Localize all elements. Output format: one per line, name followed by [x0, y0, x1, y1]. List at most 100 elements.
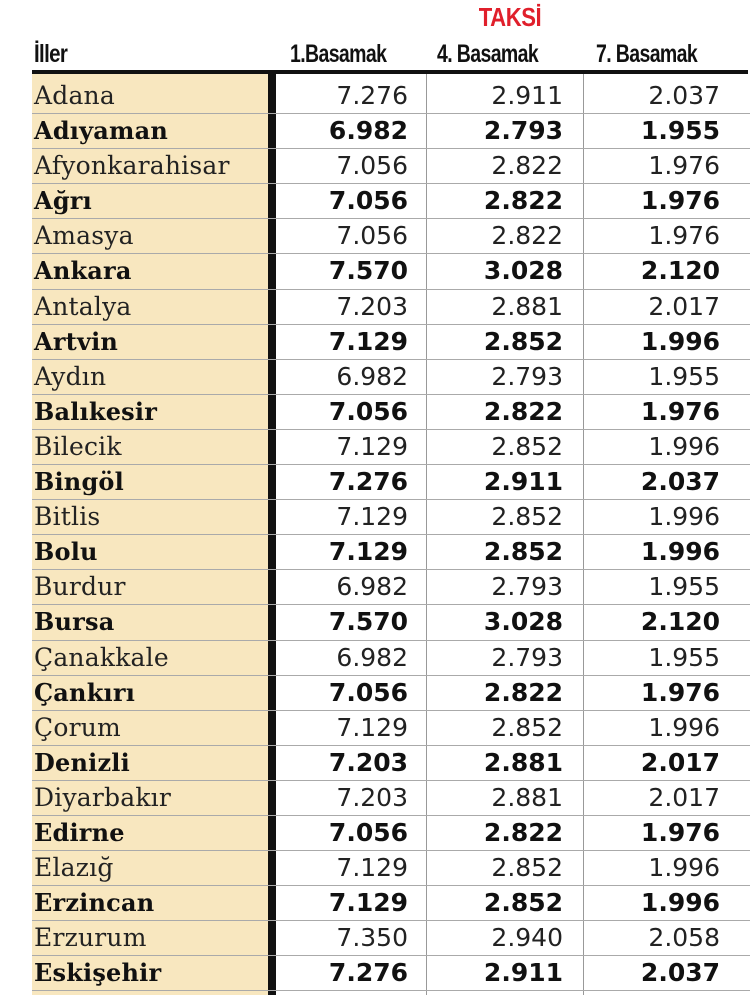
step-7-fare-cell: 1.996 — [648, 502, 720, 532]
step-1-fare-cell: 7.056 — [336, 151, 408, 181]
step-7-fare-cell: 2.037 — [640, 958, 720, 988]
step-1-fare-cell: 7.276 — [336, 81, 408, 110]
city-cell: Eskişehir — [34, 958, 162, 988]
step-7-fare-cell: 1.955 — [640, 116, 720, 146]
table-row: Bolu 7.129 2.852 1.996 — [32, 535, 750, 571]
table-row: Çankırı 7.056 2.822 1.976 — [32, 676, 750, 711]
step-7-fare-cell: 2.058 — [648, 923, 720, 953]
city-cell: Çankırı — [34, 677, 136, 707]
city-cell: Antalya — [34, 291, 132, 321]
table-row: Erzincan 7.129 2.852 1.996 — [32, 886, 750, 922]
step-1-fare-cell: 7.129 — [336, 502, 408, 532]
table-row: Edirne 7.056 2.822 1.976 — [32, 816, 750, 852]
step-7-fare-cell: 2.120 — [640, 256, 720, 286]
city-cell: Çorum — [34, 712, 121, 742]
table-row: Erzurum 7.350 2.940 2.058 — [32, 921, 750, 957]
table-row: Diyarbakır 7.203 2.881 2.017 — [32, 781, 750, 816]
step-7-fare-cell: 1.955 — [648, 572, 720, 602]
city-cell: Balıkesir — [34, 396, 158, 426]
city-cell: Erzurum — [34, 923, 147, 953]
table-row: Adana 7.276 2.911 2.037 — [32, 79, 750, 115]
city-cell: Bursa — [34, 607, 115, 637]
table-row: Bitlis 7.129 2.852 1.996 — [32, 500, 750, 536]
step-7-fare-cell: 1.976 — [648, 221, 720, 251]
step-7-fare-cell: 1.976 — [640, 186, 720, 216]
table-row: Burdur 6.982 2.793 1.955 — [32, 570, 750, 606]
step-4-fare-cell: 3.028 — [483, 607, 563, 637]
table-row: Elazığ 7.129 2.852 1.996 — [32, 851, 750, 887]
step-4-fare-cell: 2.822 — [491, 151, 563, 181]
step-7-fare-cell: 1.996 — [648, 431, 720, 461]
step-4-fare-cell: 2.881 — [491, 291, 563, 321]
step-4-fare-cell: 2.911 — [483, 958, 563, 988]
city-cell: Burdur — [34, 572, 126, 602]
step-4-fare-cell: 2.852 — [483, 888, 563, 918]
city-cell: Erzincan — [34, 888, 155, 918]
table-row: Antalya 7.203 2.881 2.017 — [32, 290, 750, 325]
step-7-fare-cell: 1.996 — [640, 888, 720, 918]
header-step-1: 1.Basamak — [290, 40, 387, 68]
step-4-fare-cell: 2.822 — [483, 677, 563, 707]
step-1-fare-cell: 7.203 — [328, 747, 408, 777]
step-1-fare-cell: 7.129 — [328, 326, 408, 356]
step-4-fare-cell: 2.852 — [491, 431, 563, 461]
step-1-fare-cell: 7.129 — [336, 431, 408, 461]
table-row: Amasya 7.056 2.822 1.976 — [32, 219, 750, 255]
step-7-fare-cell: 1.976 — [640, 677, 720, 707]
city-cell: Diyarbakır — [34, 782, 172, 812]
city-cell: Çanakkale — [34, 642, 169, 672]
step-4-fare-cell: 2.793 — [491, 642, 563, 672]
city-cell: Aydın — [34, 361, 107, 391]
step-7-fare-cell: 1.976 — [648, 151, 720, 181]
step-4-fare-cell: 2.911 — [483, 467, 563, 497]
step-1-fare-cell: 7.276 — [328, 467, 408, 497]
step-1-fare-cell: 7.129 — [336, 853, 408, 883]
step-4-fare-cell: 2.793 — [491, 361, 563, 391]
step-7-fare-cell: 1.996 — [648, 712, 720, 742]
step-4-fare-cell: 2.852 — [483, 326, 563, 356]
step-7-fare-cell: 2.120 — [640, 607, 720, 637]
step-1-fare-cell: 7.203 — [336, 782, 408, 812]
step-4-fare-cell: 2.822 — [483, 186, 563, 216]
city-cell: Denizli — [34, 747, 130, 777]
step-7-fare-cell: 2.037 — [648, 81, 720, 110]
step-4-fare-cell: 2.881 — [483, 747, 563, 777]
table-row: Çorum 7.129 2.852 1.996 — [32, 711, 750, 746]
step-1-fare-cell: 7.350 — [336, 923, 408, 953]
step-1-fare-cell: 7.129 — [336, 712, 408, 742]
step-1-fare-cell: 7.056 — [336, 221, 408, 251]
city-cell: Edirne — [34, 817, 125, 847]
step-1-fare-cell: 7.056 — [328, 817, 408, 847]
table-row: Denizli 7.203 2.881 2.017 — [32, 746, 750, 781]
header-rule — [32, 70, 748, 74]
step-4-fare-cell: 2.940 — [491, 923, 563, 953]
step-7-fare-cell: 2.017 — [640, 747, 720, 777]
step-7-fare-cell: 1.976 — [640, 817, 720, 847]
step-7-fare-cell: 2.017 — [648, 782, 720, 812]
city-cell: Bingöl — [34, 467, 124, 497]
step-4-fare-cell: 2.822 — [483, 396, 563, 426]
step-1-fare-cell: 7.570 — [328, 256, 408, 286]
step-7-fare-cell: 1.996 — [640, 537, 720, 567]
header-cities: İller — [34, 40, 68, 68]
table-body: Adana 7.276 2.911 2.037 Adıyaman 6.982 2.793 1.… — [32, 79, 750, 992]
table-row: Aydın 6.982 2.793 1.955 — [32, 360, 750, 395]
table-row: Çanakkale 6.982 2.793 1.955 — [32, 641, 750, 676]
step-1-fare-cell: 7.276 — [328, 958, 408, 988]
city-cell: Bitlis — [34, 502, 101, 532]
city-cell: Ağrı — [34, 186, 92, 216]
step-7-fare-cell: 1.955 — [648, 642, 720, 672]
table-row: Ankara 7.570 3.028 2.120 — [32, 254, 750, 290]
header-step-7: 7. Basamak — [596, 40, 698, 68]
table-row: Bingöl 7.276 2.911 2.037 — [32, 465, 750, 501]
step-1-fare-cell: 7.129 — [328, 888, 408, 918]
step-1-fare-cell: 7.203 — [336, 291, 408, 321]
table-row: Bilecik 7.129 2.852 1.996 — [32, 430, 750, 466]
city-cell: Adıyaman — [34, 116, 169, 146]
step-1-fare-cell: 7.056 — [328, 677, 408, 707]
step-7-fare-cell: 1.996 — [640, 326, 720, 356]
step-1-fare-cell: 6.982 — [336, 361, 408, 391]
table-row: Balıkesir 7.056 2.822 1.976 — [32, 395, 750, 430]
header-step-4: 4. Basamak — [437, 40, 539, 68]
city-cell: Bilecik — [34, 431, 122, 461]
